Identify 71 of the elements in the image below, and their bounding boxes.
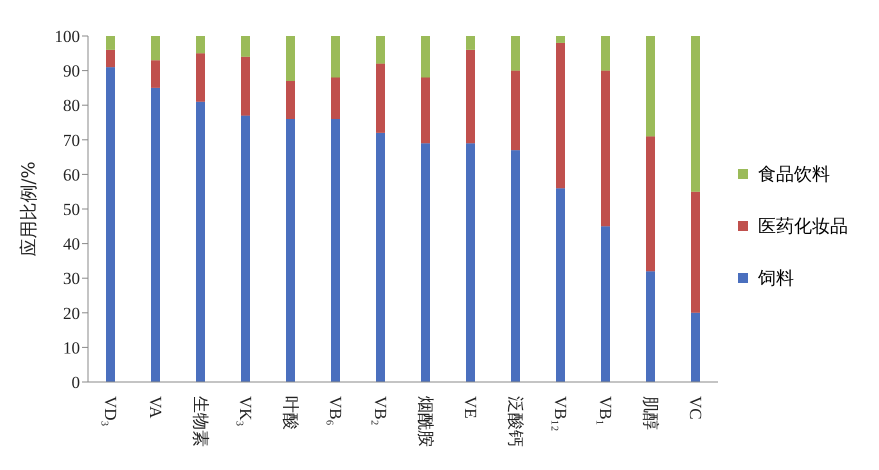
bar [151,36,160,60]
bar [106,50,115,68]
bar [331,78,340,120]
bar [151,88,160,382]
x-tick-label: VC [686,396,705,420]
bar [511,70,520,150]
x-tick-label: VA [146,396,165,420]
x-tick-label: 泛酸钙 [506,396,525,447]
bar [241,116,250,382]
bar [106,36,115,50]
bar [556,42,565,188]
x-tick-label: 烟酰胺 [416,396,435,447]
y-tick-label: 30 [63,269,80,288]
bar [421,36,430,78]
bar [691,192,700,313]
bar [241,56,250,116]
y-tick-label: 70 [63,130,80,150]
bar [196,102,205,382]
bar [646,136,655,272]
bar [421,78,430,144]
x-tick-label: 生物素 [191,396,210,447]
bar [331,119,340,382]
x-tick-label: VE [461,396,480,419]
x-tick-label: 叶酸 [281,396,300,430]
bar [691,36,700,192]
bar [106,67,115,382]
bar [286,119,295,382]
y-tick-label: 60 [63,165,80,184]
bar [601,36,610,71]
y-tick-label: 50 [63,200,80,220]
legend-label: 食品饮料 [758,163,830,186]
bar [646,271,655,382]
bar [601,70,610,226]
bar [421,143,430,382]
x-tick-label: 肌醇 [641,396,660,430]
bar [331,36,340,78]
y-tick-label: 90 [63,62,80,81]
y-tick-label: 0 [72,373,80,392]
legend-label: 医药化妆品 [758,215,848,238]
x-tick-label: VB₆ [326,396,345,426]
bar [376,64,385,133]
y-tick-label: 40 [63,234,80,254]
y-tick-label: 20 [63,304,80,323]
x-tick-label: VD₃ [101,396,120,427]
bar [646,36,655,136]
y-tick-label: 10 [63,338,80,358]
y-axis-title: 应用比例/% [18,161,40,257]
bar [466,143,475,382]
x-tick-label: VB₂ [371,396,390,426]
bar [241,36,250,57]
bar [376,36,385,64]
y-tick-label: 100 [54,27,80,46]
bar [556,188,565,382]
x-tick-label: VB₁ [596,396,615,426]
bar [376,132,385,382]
x-tick-label: VB₁₂ [551,396,570,432]
bar [286,80,295,120]
x-tick-label: VK₃ [236,396,255,427]
bar [601,226,610,382]
bar [511,150,520,382]
bar [511,36,520,71]
legend-label: 饲料 [758,267,794,290]
bar [151,60,160,88]
bar [466,36,475,50]
bar [691,312,700,382]
y-tick-label: 80 [63,96,80,116]
bar [466,50,475,144]
bar [556,36,565,43]
bar [286,36,295,81]
bar [196,53,205,102]
bar [196,36,205,54]
